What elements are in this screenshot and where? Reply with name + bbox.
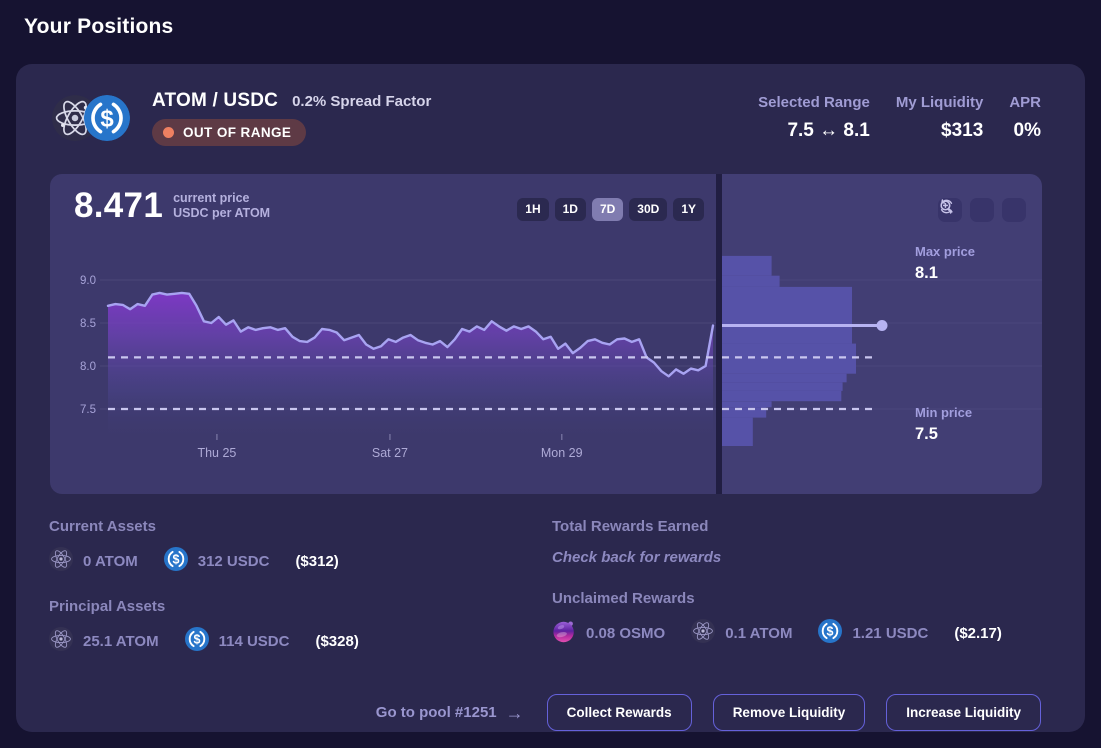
arrow-right-icon: → [505, 702, 524, 723]
current-price-block: 8.471 current price USDC per ATOM [74, 186, 270, 226]
reward-osmo: 0.08 OSMO [552, 619, 665, 648]
unclaimed-rewards-title: Unclaimed Rewards [552, 590, 695, 607]
svg-text:$: $ [100, 105, 113, 132]
svg-text:$: $ [172, 552, 179, 566]
current-price-value: 8.471 [74, 186, 164, 225]
rewards-column: Total Rewards Earned Check back for rewa… [552, 518, 1002, 678]
chart-divider [716, 174, 722, 494]
rewards-empty-text: Check back for rewards [552, 549, 722, 566]
current-assets-row: 0 ATOM $ 312 USDC ($312) [49, 547, 552, 576]
timeframe-1h-button[interactable]: 1H [517, 198, 549, 222]
svg-text:9.0: 9.0 [80, 275, 96, 287]
osmo-icon [552, 619, 576, 648]
unclaimed-rewards-row: 0.08 OSMO 0.1 ATOM [552, 619, 1002, 648]
svg-text:Sat 27: Sat 27 [372, 446, 408, 460]
asset-usdc: $ 114 USDC [184, 627, 289, 656]
atom-icon [49, 547, 73, 576]
svg-text:$: $ [193, 632, 200, 646]
principal-assets-total: ($328) [315, 633, 359, 650]
reward-usdc: $ 1.21 USDC [818, 619, 928, 648]
timeframe-buttons: 1H 1D 7D 30D 1Y [517, 198, 704, 222]
usdc-icon: $ [84, 95, 130, 141]
go-to-pool-link[interactable]: Go to pool #1251 → [375, 702, 524, 723]
zoom-in-icon [940, 200, 953, 213]
spread-factor: 0.2% Spread Factor [292, 93, 432, 110]
principal-assets-row: 25.1 ATOM $ 114 USDC ($328) [49, 627, 552, 656]
current-price-caption: current price USDC per ATOM [173, 191, 271, 220]
pair-info: ATOM / USDC 0.2% Spread Factor OUT OF RA… [152, 90, 431, 146]
usdc-icon: $ [163, 547, 188, 576]
svg-text:7.5: 7.5 [80, 404, 96, 416]
asset-atom: 25.1 ATOM [49, 627, 159, 656]
svg-text:$: $ [827, 624, 834, 638]
status-label: OUT OF RANGE [183, 125, 292, 140]
assets-section: Current Assets 0 ATOM [49, 518, 1041, 678]
asset-atom: 0 ATOM [49, 547, 138, 576]
stat-apr: APR 0% [1009, 94, 1041, 141]
usdc-icon: $ [184, 627, 209, 656]
asset-usdc: $ 312 USDC [163, 547, 269, 576]
timeframe-1y-button[interactable]: 1Y [673, 198, 704, 222]
status-dot-icon [163, 127, 174, 138]
principal-assets-title: Principal Assets [49, 598, 166, 615]
svg-text:Mon 29: Mon 29 [541, 446, 583, 460]
pair-icons: $ [52, 95, 130, 141]
increase-liquidity-button[interactable]: Increase Liquidity [886, 694, 1041, 731]
atom-icon [49, 627, 73, 656]
price-area-chart: 9.0 8.5 8.0 7.5 Thu 25 Sat 27 Mon 29 [80, 275, 716, 460]
stat-my-liquidity: My Liquidity $313 [895, 94, 984, 141]
min-price-block: Min price 7.5 [915, 405, 973, 443]
max-price-block: Max price 8.1 [915, 244, 975, 282]
assets-column: Current Assets 0 ATOM [49, 518, 552, 678]
current-assets-total: ($312) [295, 553, 339, 570]
reward-atom: 0.1 ATOM [691, 619, 792, 648]
total-rewards-title: Total Rewards Earned [552, 518, 709, 535]
page-title: Your Positions [24, 15, 174, 38]
pair-name: ATOM / USDC [152, 90, 279, 111]
stat-selected-range: Selected Range 7.5 ↔ 8.1 [758, 94, 870, 141]
collect-rewards-button[interactable]: Collect Rewards [546, 694, 692, 731]
position-header: $ ATOM / USDC 0.2% Spread Factor OUT OF … [16, 64, 1085, 146]
atom-icon [691, 619, 716, 648]
svg-text:8.0: 8.0 [80, 361, 96, 373]
depth-zoom-controls [938, 198, 1026, 222]
position-stats: Selected Range 7.5 ↔ 8.1 My Liquidity $3… [758, 94, 1041, 142]
position-card: $ ATOM / USDC 0.2% Spread Factor OUT OF … [16, 64, 1085, 732]
remove-liquidity-button[interactable]: Remove Liquidity [712, 694, 866, 731]
price-history-chart: 9.0 8.5 8.0 7.5 Thu 25 Sat 27 Mon 29 8.471 cur… [50, 174, 716, 494]
zoom-out-button[interactable] [940, 198, 994, 222]
timeframe-7d-button[interactable]: 7D [591, 198, 624, 222]
current-assets-title: Current Assets [49, 518, 156, 535]
chart-section: 9.0 8.5 8.0 7.5 Thu 25 Sat 27 Mon 29 8.471 cur… [50, 174, 1042, 494]
svg-text:8.5: 8.5 [80, 318, 96, 330]
timeframe-30d-button[interactable]: 30D [629, 198, 668, 222]
status-badge: OUT OF RANGE [152, 119, 307, 146]
svg-text:Thu 25: Thu 25 [197, 446, 236, 460]
usdc-icon: $ [818, 619, 843, 648]
zoom-in-button[interactable] [940, 198, 1026, 222]
actions-footer: Go to pool #1251 → Collect Rewards Remov… [16, 694, 1041, 731]
timeframe-1d-button[interactable]: 1D [554, 198, 586, 222]
unclaimed-rewards-total: ($2.17) [954, 625, 1002, 642]
depth-bars-chart [722, 255, 1042, 446]
liquidity-depth-chart: Max price 8.1 Min price 7.5 [722, 174, 1042, 494]
